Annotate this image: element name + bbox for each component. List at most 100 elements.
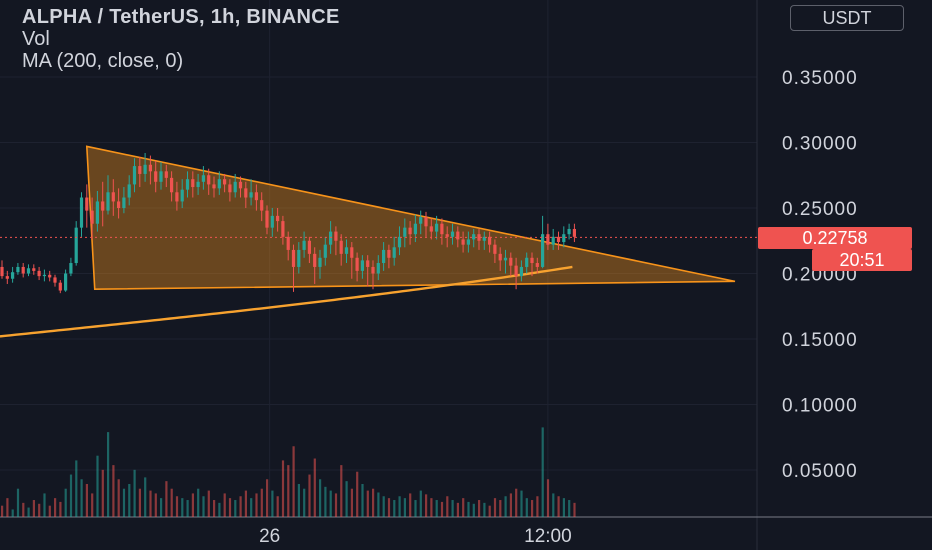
candle-body <box>127 184 131 198</box>
volume-bar <box>266 479 269 517</box>
candle-body <box>519 266 523 277</box>
volume-bar <box>557 496 560 517</box>
volume-bar <box>170 488 173 517</box>
candle-body <box>472 234 476 240</box>
volume-bar <box>32 500 35 517</box>
candle-body <box>488 236 492 245</box>
volume-bar <box>488 505 491 517</box>
time-axis-label: 12:00 <box>524 526 572 547</box>
volume-bar <box>435 500 438 517</box>
volume-bar <box>297 483 300 517</box>
volume-bar <box>281 460 285 517</box>
candle-body <box>74 227 78 264</box>
candle-body <box>79 197 84 228</box>
volume-bar <box>276 496 279 517</box>
volume-bar <box>425 494 428 517</box>
candle-body <box>228 184 232 193</box>
candle-body <box>95 201 99 224</box>
symbol-title[interactable]: ALPHA / TetherUS, 1h, BINANCE <box>22 6 340 28</box>
volume-bar <box>509 493 512 517</box>
volume-bar <box>213 500 216 517</box>
candle-body <box>32 268 36 271</box>
volume-bar <box>43 493 46 517</box>
volume-bar <box>409 493 412 517</box>
volume-bar <box>223 493 226 517</box>
volume-bar <box>38 503 41 517</box>
candle-body <box>238 181 243 189</box>
currency-button[interactable]: USDT <box>790 5 904 31</box>
volume-bar <box>340 465 343 517</box>
volume-bar <box>260 488 263 517</box>
volume-bar <box>144 477 147 517</box>
volume-bar <box>191 493 194 517</box>
candle-body <box>286 236 290 250</box>
candle-body <box>408 227 412 235</box>
candle-body <box>503 257 508 261</box>
volume-bar <box>451 500 454 517</box>
candle-body <box>37 270 41 277</box>
volume-bar <box>504 496 507 517</box>
volume-bar <box>107 432 110 517</box>
volume-bar <box>181 498 184 517</box>
moving-average-label[interactable]: MA (200, close, 0) <box>22 50 184 72</box>
volume-bar <box>414 500 417 517</box>
volume-bar <box>382 496 385 517</box>
candle-body <box>249 192 253 198</box>
candle-body <box>138 166 142 174</box>
volume-bar <box>541 427 544 517</box>
candle-body <box>556 236 561 243</box>
candle-body <box>403 227 407 237</box>
candle-body <box>154 171 158 182</box>
volume-bar <box>403 498 406 517</box>
candle-body <box>572 228 576 237</box>
volume-bar <box>207 490 210 517</box>
candle-body <box>450 231 455 237</box>
candle-body <box>291 249 296 267</box>
volume-bar <box>138 488 141 517</box>
price-axis-label: 0.30000 <box>782 134 858 155</box>
volume-bar <box>197 488 200 517</box>
candle-body <box>244 188 248 198</box>
candle-body <box>546 234 550 245</box>
volume-bar <box>536 496 539 517</box>
candle-body <box>191 179 195 188</box>
candle-body <box>541 234 545 267</box>
candle-body <box>509 257 513 266</box>
volume-bar <box>361 483 364 517</box>
candle-body <box>212 184 216 189</box>
volume-bar <box>393 500 396 517</box>
volume-bar <box>91 493 94 517</box>
volume-bar <box>96 455 99 517</box>
volume-bar <box>64 488 67 517</box>
candle-body <box>313 253 317 267</box>
volume-bar <box>175 496 179 517</box>
candle-body <box>424 217 428 227</box>
candle-body <box>429 226 433 232</box>
candle-body <box>498 253 502 261</box>
candle-body <box>11 272 15 279</box>
candle-body <box>382 249 386 264</box>
last-price-tag: 0.22758 <box>758 227 912 249</box>
volume-bar <box>75 460 78 517</box>
volume-bar <box>531 500 534 517</box>
volume-bar <box>440 501 444 517</box>
volume-bar <box>101 469 104 517</box>
candle-body <box>482 236 486 241</box>
volume-bar <box>493 498 497 517</box>
candle-body <box>207 175 211 185</box>
volume-indicator-label[interactable]: Vol <box>22 28 50 50</box>
candle-body <box>371 266 375 274</box>
volume-bar <box>319 479 322 517</box>
candle-body <box>525 257 529 267</box>
volume-bar <box>478 500 481 517</box>
candle-body <box>159 171 163 182</box>
volume-bar <box>160 498 163 517</box>
candle-body <box>42 274 46 277</box>
volume-bar <box>69 474 73 517</box>
candle-body <box>26 268 31 274</box>
volume-bar <box>271 490 274 517</box>
candle-body <box>493 244 497 254</box>
volume-bar <box>387 498 391 517</box>
volume-bar <box>462 498 465 517</box>
